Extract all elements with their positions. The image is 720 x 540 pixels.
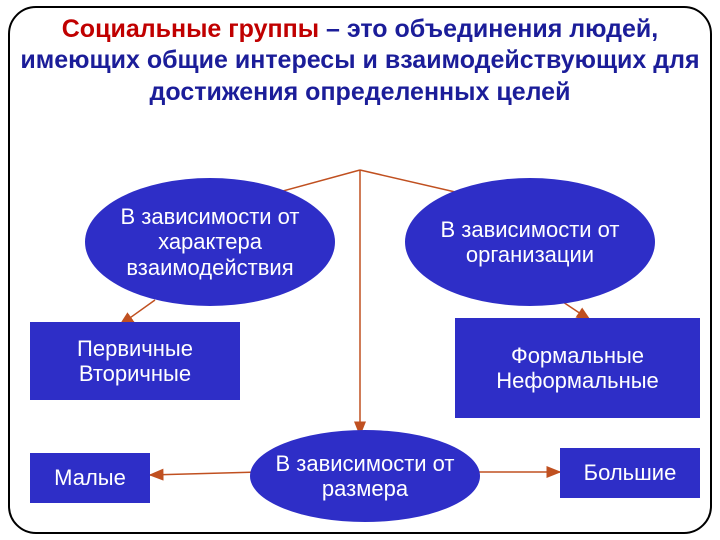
title: Социальные группы – это объединения люде… [20,14,700,108]
rect-primary-secondary: Первичные Вторичные [30,322,240,400]
rect-small-label: Малые [54,465,126,490]
rect-large: Большие [560,448,700,498]
ellipse-organization: В зависимости от организации [405,178,655,306]
rect-large-label: Большие [584,460,677,485]
rect-small: Малые [30,453,150,503]
rect-primary-secondary-label: Первичные Вторичные [38,336,232,387]
ellipse-interaction-label: В зависимости от характера взаимодействи… [95,204,325,280]
ellipse-interaction: В зависимости от характера взаимодействи… [85,178,335,306]
ellipse-size-label: В зависимости от размера [260,451,470,502]
title-highlight: Социальные группы [62,15,319,43]
rect-formal-informal: Формальные Неформальные [455,318,700,418]
ellipse-size: В зависимости от размера [250,430,480,522]
ellipse-organization-label: В зависимости от организации [415,217,645,268]
rect-formal-informal-label: Формальные Неформальные [463,343,692,394]
